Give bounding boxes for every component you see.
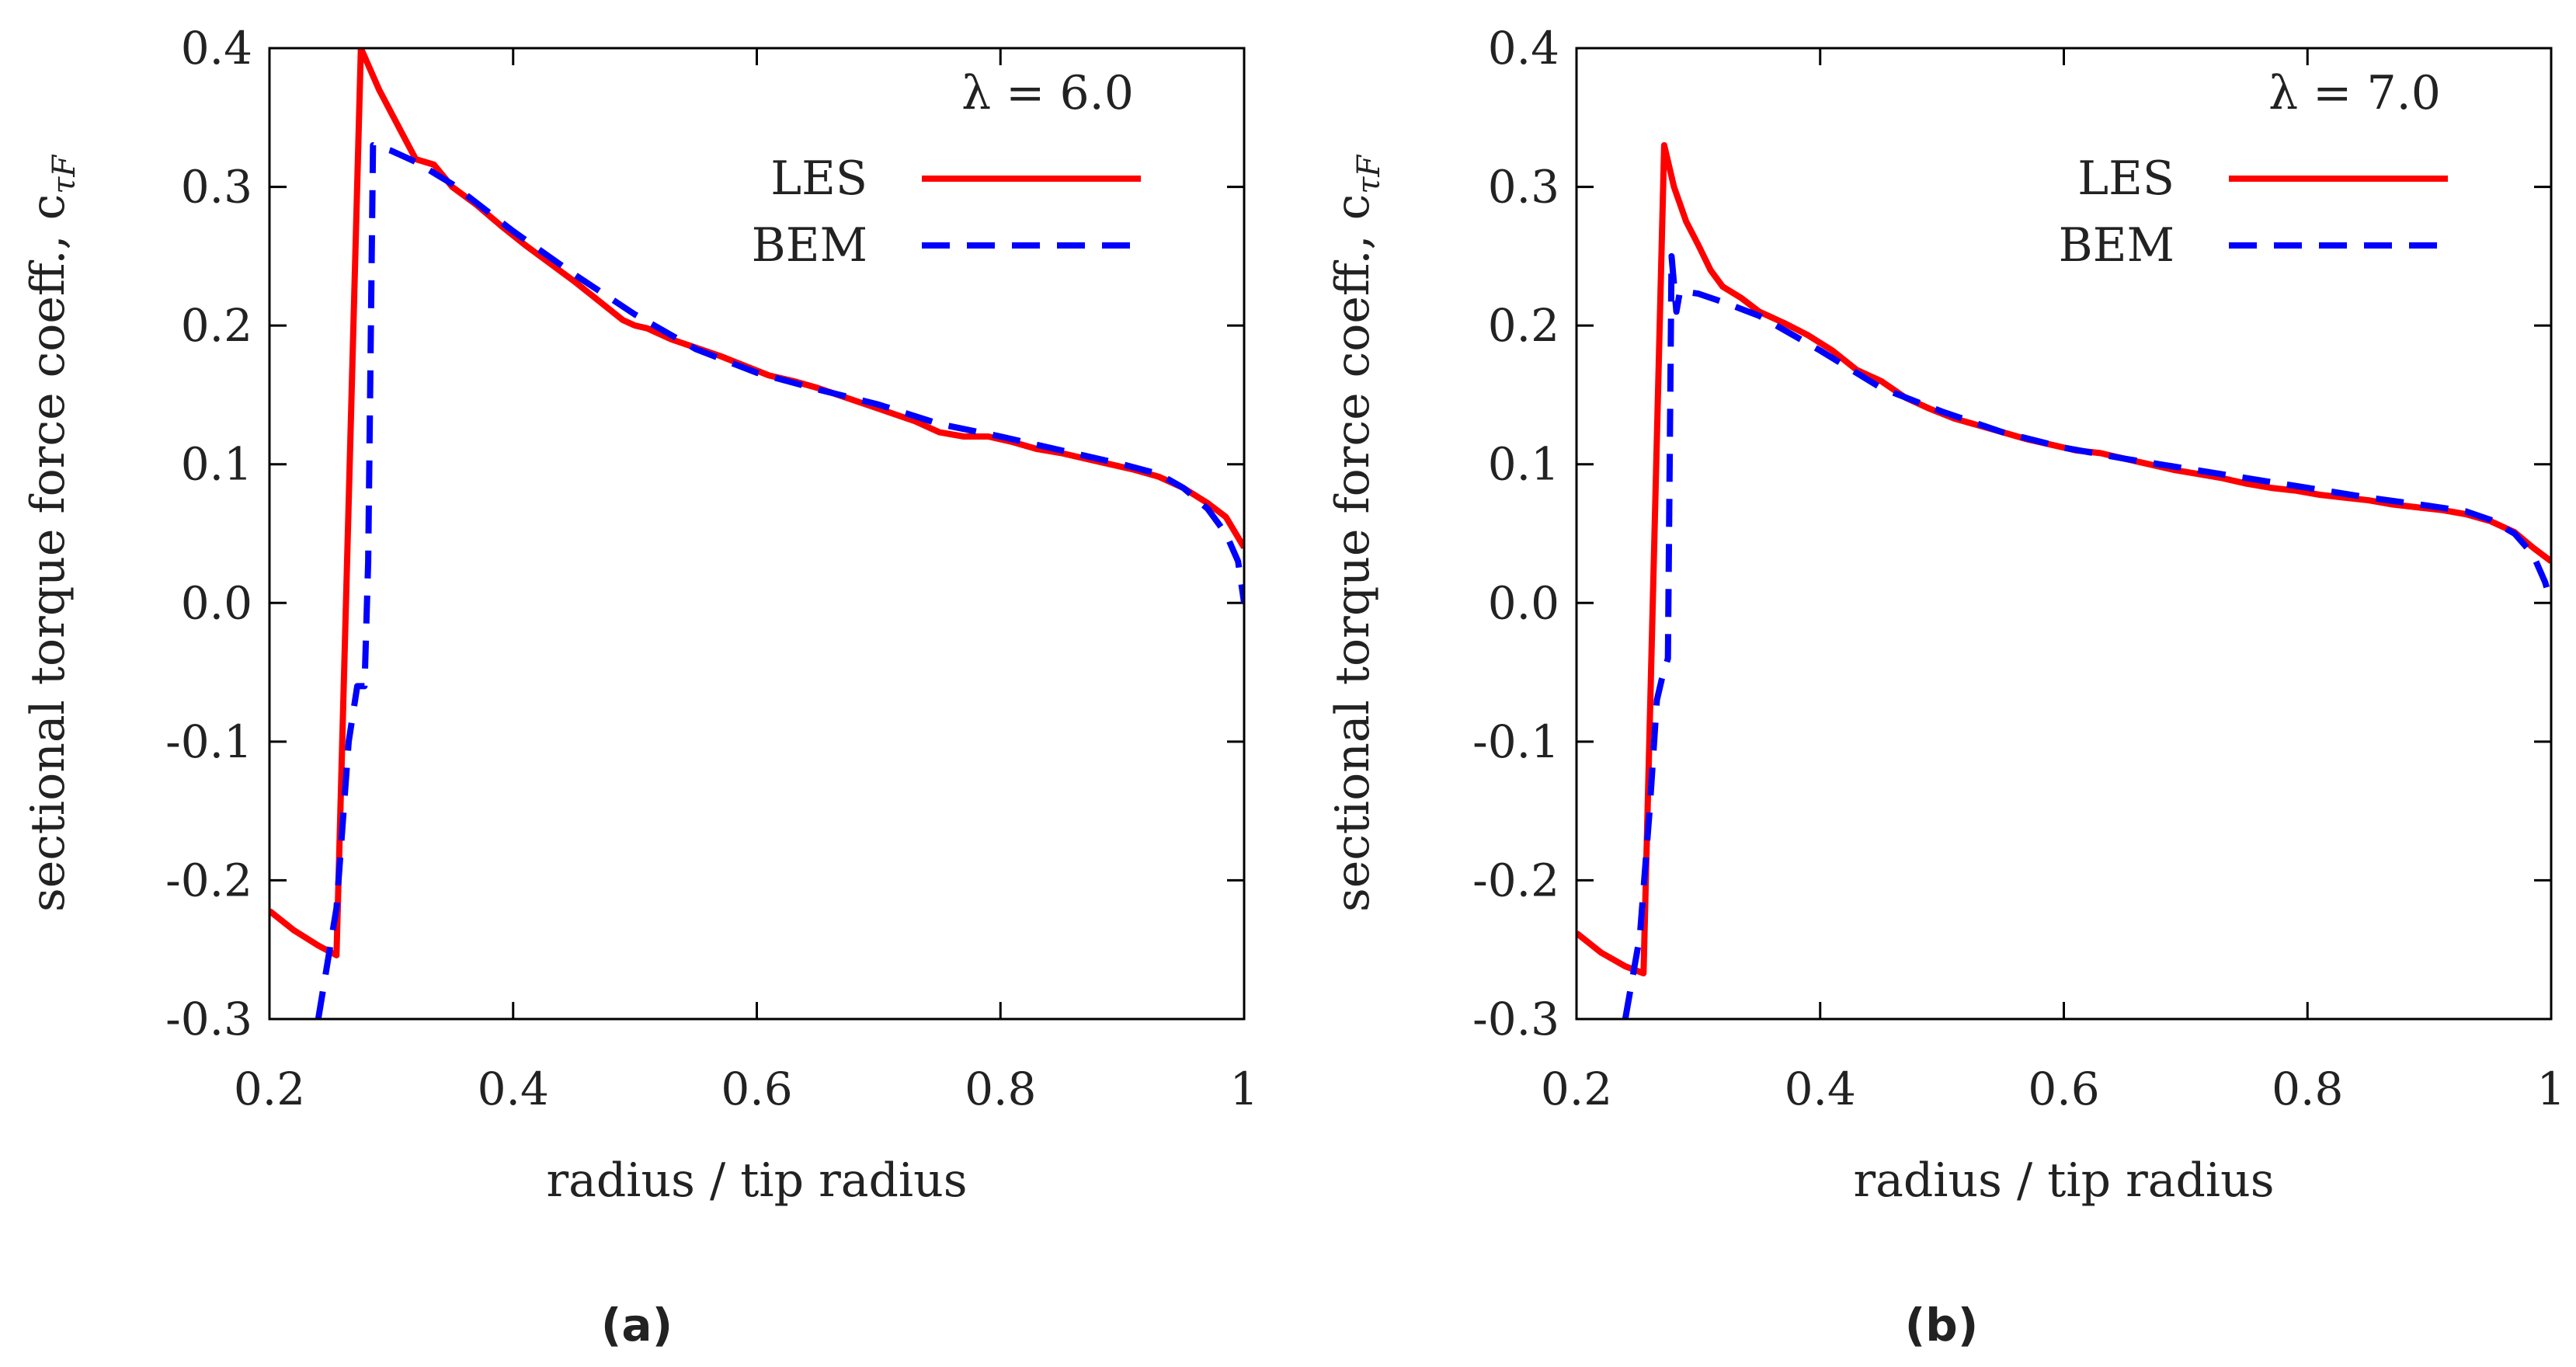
y-axis-title-main: sectional torque force coeff., c [1326,194,1380,912]
plot-frame [1575,47,2553,1021]
x-axis-title: radius / tip radius [1853,1153,2274,1208]
y-axis-title: sectional torque force coeff., cτF [21,155,82,912]
y-axis-title-subscript: τF [47,155,82,194]
legend-label-les: LES [2077,151,2174,206]
x-axis-title: radius / tip radius [546,1153,967,1208]
panel-caption: (b) [1905,1299,1979,1351]
x-tick-label: 1 [1230,1063,1259,1115]
panel-caption: (a) [601,1299,673,1351]
series-line-bem [1622,252,2551,1019]
x-tick-label: 0.8 [2272,1063,2343,1115]
legend-label-les: LES [770,151,867,206]
y-axis-title-main: sectional torque force coeff., c [21,194,75,912]
y-tick-label: -0.1 [165,715,252,768]
legend-label-bem: BEM [2059,218,2174,273]
y-axis-title-subscript: τF [1351,155,1387,194]
y-tick-label: -0.2 [1472,854,1559,906]
panel-b: -0.3 -0.2 -0.1 0.0 0.1 0.2 0.3 0.4 0.2 0.4 0.6 0.8 1… [1326,22,2565,1351]
x-tick-label: 0.2 [234,1063,305,1115]
lambda-annotation: λ = 6.0 [961,66,1134,120]
y-tick-label: 0.3 [1488,161,1559,214]
y-tick-label: 0.0 [1488,576,1559,629]
y-tick-label: 0.2 [1488,299,1559,352]
panel-a: -0.3 -0.2 -0.1 0.0 0.1 0.2 0.3 0.4 0.2 0.4 0.6 0.8 1… [21,22,1258,1351]
y-tick-label: -0.2 [165,854,252,906]
y-axis-title: sectional torque force coeff., cτF [1326,155,1387,912]
x-tick-label: 0.4 [1785,1063,1856,1115]
series-line-les [269,48,1244,958]
x-tick-label: 0.8 [965,1063,1036,1115]
y-tick-label: -0.3 [1472,993,1559,1045]
y-tick-label: 0.2 [181,299,252,352]
y-tick-label: -0.1 [1472,715,1559,768]
x-tick-label: 0.4 [478,1063,549,1115]
y-tick-label: -0.3 [165,993,252,1045]
y-tick-label: 0.0 [181,576,252,629]
lambda-annotation: λ = 7.0 [2268,66,2441,120]
y-tick-label: 0.1 [1488,438,1559,491]
x-tick-label: 1 [2537,1063,2566,1115]
legend-label-bem: BEM [752,218,867,273]
y-tick-label: 0.3 [181,161,252,214]
series-line-bem [315,142,1244,1019]
y-tick-label: 0.4 [1488,22,1559,75]
plot-frame [268,47,1246,1021]
x-tick-label: 0.2 [1541,1063,1612,1115]
x-tick-label: 0.6 [721,1063,792,1115]
y-tick-label: 0.4 [181,22,252,75]
x-tick-label: 0.6 [2028,1063,2099,1115]
y-tick-label: 0.1 [181,438,252,491]
